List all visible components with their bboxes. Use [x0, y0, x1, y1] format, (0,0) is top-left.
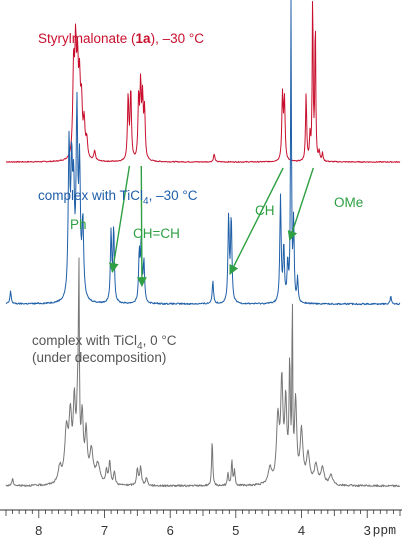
trace-complex-minus30 [5, 0, 401, 306]
ppm-axis: 8 7 6 5 4 3 ppm [0, 509, 402, 538]
label-complex-0: complex with TiCl4, 0 °C [32, 333, 177, 352]
axis-unit-label: ppm [373, 523, 397, 538]
annotation-ome: OMe [334, 195, 363, 210]
tick-label-6: 6 [167, 523, 174, 538]
tick-label-3: 3 [364, 523, 371, 538]
tick-label-8: 8 [35, 523, 42, 538]
tick-label-5: 5 [232, 523, 239, 538]
arrow-ome [287, 167, 314, 241]
label-styrylmalonate: Styrylmalonate (1a), –30 °C [38, 31, 204, 46]
label-complex-minus30: complex with TiCl4, –30 °C [38, 188, 198, 207]
arrow-vinyl-2 [136, 165, 147, 287]
arrow-vinyl-1 [108, 165, 131, 273]
trace-styrylmalonate [5, 1, 401, 163]
annotation-arrows [108, 165, 314, 287]
annotation-ph: Ph [70, 217, 87, 232]
tick-label-4: 4 [298, 523, 305, 538]
spectra-group [5, 0, 401, 488]
arrow-ch [229, 167, 284, 275]
tick-label-7: 7 [101, 523, 108, 538]
label-decomposition: (under decomposition) [32, 350, 166, 365]
trace-complex-0 [5, 257, 401, 488]
annotation-ch-ch: CH=CH [133, 226, 180, 241]
annotation-ch: CH [255, 203, 275, 218]
